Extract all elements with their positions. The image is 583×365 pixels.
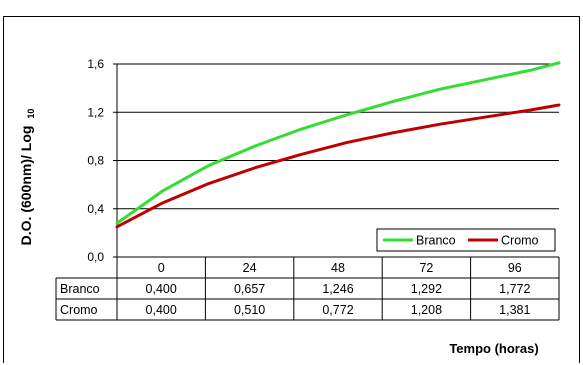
table-cell: 24 [243,261,257,275]
line-chart: 0,0 0,4 0,8 1,2 1,6 Branco Cromo 0 24 48 72 96 Bra… [18,57,561,356]
chart-frame: 0,0 0,4 0,8 1,2 1,6 Branco Cromo 0 24 48 72 96 Bra… [3,16,580,363]
y-tick-label: 1,6 [87,57,104,71]
legend-label: Cromo [501,234,539,248]
series-line-branco [115,61,561,225]
table-cell: 1,208 [411,303,442,317]
data-table: 0 24 48 72 96 Branco 0,400 0,657 1,246 1,292 1,772… [55,257,560,321]
y-tick-labels: 0,0 0,4 0,8 1,2 1,6 [87,57,104,264]
table-cell: 96 [508,261,522,275]
series-lines [115,61,561,229]
table-row-header: Branco [60,282,100,296]
grid-lines [113,63,559,258]
y-tick-label: 1,2 [87,105,104,119]
table-cell: 0,657 [234,282,265,296]
table-cell: 1,772 [499,282,530,296]
y-axis-label-main: D.O. (600nm)/ Log [18,126,34,246]
y-tick-label: 0,0 [87,250,104,264]
table-cell: 72 [419,261,433,275]
table-cell: 0,510 [234,303,265,317]
y-tick-label: 0,4 [87,202,104,216]
y-axis-label-subscript: 10 [26,109,36,119]
table-cell: 0 [158,261,165,275]
table-cell: 0,772 [322,303,353,317]
legend-label: Branco [416,234,456,248]
table-row-header: Cromo [60,303,98,317]
table-cell: 1,292 [411,282,442,296]
table-cell: 0,400 [146,282,177,296]
y-axis-label: D.O. (600nm)/ Log 10 [18,109,36,246]
table-cell: 1,246 [322,282,353,296]
table-cell: 0,400 [146,303,177,317]
legend-box [376,228,556,252]
series-line-cromo [115,103,561,229]
table-cell: 1,381 [499,303,530,317]
table-cell: 48 [331,261,345,275]
y-tick-label: 0,8 [87,154,104,168]
legend: Branco Cromo [376,228,556,252]
x-axis-label: Tempo (horas) [449,341,538,356]
